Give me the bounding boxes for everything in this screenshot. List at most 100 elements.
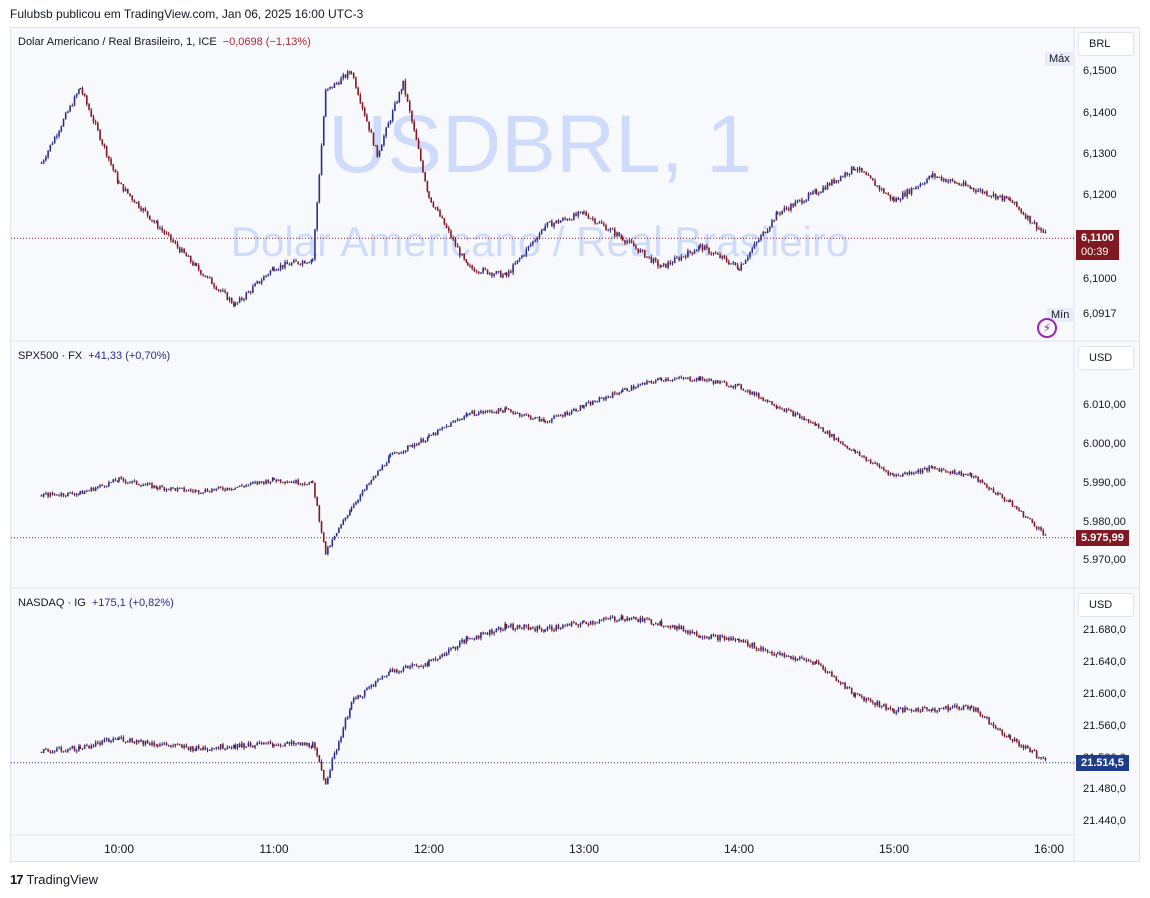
candle-body — [1003, 196, 1006, 201]
candle-body — [620, 391, 623, 393]
candle-body — [775, 653, 778, 656]
candle-body — [758, 649, 760, 651]
candle-body — [378, 150, 381, 157]
candle-body — [314, 229, 316, 260]
candle-body — [124, 741, 127, 743]
candle-body — [211, 489, 213, 493]
candle-body — [817, 193, 820, 195]
candle-body — [889, 707, 892, 709]
candle-body — [693, 251, 696, 254]
candle-body — [999, 728, 1001, 730]
candle-body — [398, 671, 400, 673]
candle-body — [439, 210, 441, 217]
candle-body — [536, 417, 539, 419]
candle-body — [951, 179, 954, 182]
candle-body — [133, 199, 136, 203]
candle-body — [899, 707, 902, 709]
currency-button-brl[interactable]: BRL — [1078, 32, 1134, 56]
candle-body — [979, 711, 982, 716]
candle-body — [611, 228, 614, 230]
candle-body — [844, 682, 846, 689]
candle-body — [88, 490, 90, 492]
candle-body — [910, 472, 913, 474]
candle-body — [708, 247, 710, 254]
candle-body — [418, 665, 420, 667]
candle-body — [523, 624, 525, 629]
candle-body — [140, 485, 142, 487]
candle-body — [116, 481, 119, 483]
candle-body — [848, 173, 851, 175]
candle-body — [230, 747, 233, 749]
candle-body — [639, 617, 642, 623]
candle-body — [181, 487, 183, 489]
candle-body — [56, 135, 58, 137]
candle-body — [213, 748, 215, 750]
candle-body — [258, 742, 261, 744]
candle-body — [505, 407, 508, 409]
candle-body — [1031, 750, 1034, 753]
candle-body — [876, 462, 879, 465]
candle-body — [329, 86, 331, 89]
candle-body — [928, 709, 930, 711]
candle-body — [579, 405, 582, 411]
candle-body — [192, 746, 194, 751]
candle-body — [684, 630, 687, 632]
candle-body — [846, 445, 849, 449]
candle-body — [308, 482, 310, 485]
candle-body — [953, 470, 956, 475]
candle-body — [908, 189, 911, 194]
candle-body — [969, 706, 971, 710]
candle-body — [654, 258, 657, 261]
legend-usdbrl[interactable]: Dolar Americano / Real Brasileiro, 1, IC… — [18, 36, 311, 48]
candle-body — [953, 181, 956, 184]
candle-body — [671, 263, 674, 265]
candle-body — [510, 271, 512, 273]
candle-body — [736, 264, 739, 269]
candle-body — [1005, 500, 1008, 502]
candle-body — [88, 104, 90, 110]
candle-body — [473, 639, 476, 641]
candle-body — [370, 685, 373, 688]
candle-body — [127, 188, 129, 194]
candle-body — [295, 479, 297, 484]
candle-body — [178, 744, 181, 746]
candle-body — [413, 664, 416, 666]
candle-body — [1029, 748, 1031, 753]
candle-body — [116, 739, 119, 741]
candle-body — [555, 220, 558, 223]
y-tick-label: 6,1000 — [1083, 273, 1117, 285]
candle-body — [863, 456, 865, 458]
candle-body — [94, 121, 97, 123]
candle-body — [187, 489, 190, 491]
candle-body — [318, 505, 321, 522]
candle-body — [327, 547, 329, 555]
candle-body — [172, 745, 174, 747]
candle-body — [434, 207, 437, 209]
candle-body — [411, 664, 414, 667]
currency-button-nasdaq-usd[interactable]: USD — [1078, 593, 1134, 617]
candle-body — [473, 268, 476, 272]
lightning-icon[interactable]: ⚡ — [1037, 318, 1057, 338]
candle-body — [486, 632, 489, 635]
tradingview-logo[interactable]: 17 TradingView — [10, 872, 98, 887]
candle-body — [370, 480, 373, 484]
candle-body — [1009, 198, 1012, 201]
chart-frame[interactable] — [10, 27, 1140, 862]
candle-body — [938, 176, 941, 178]
candle-body — [49, 751, 52, 753]
candle-body — [208, 276, 211, 278]
candle-body — [575, 408, 577, 412]
legend-spx500[interactable]: SPX500 · FX +41,33 (+0,70%) — [18, 350, 170, 362]
candle-body — [678, 257, 680, 261]
candle-body — [114, 738, 117, 740]
candle-body — [122, 184, 125, 192]
candle-body — [202, 274, 204, 276]
candle-body — [773, 220, 775, 222]
currency-button-spx-usd[interactable]: USD — [1078, 346, 1134, 370]
candle-body — [990, 723, 993, 725]
candle-body — [273, 745, 275, 747]
candle-body — [669, 626, 672, 628]
legend-nasdaq[interactable]: NASDAQ · IG +175,1 (+0,82%) — [18, 597, 174, 609]
candle-body — [1020, 745, 1023, 747]
